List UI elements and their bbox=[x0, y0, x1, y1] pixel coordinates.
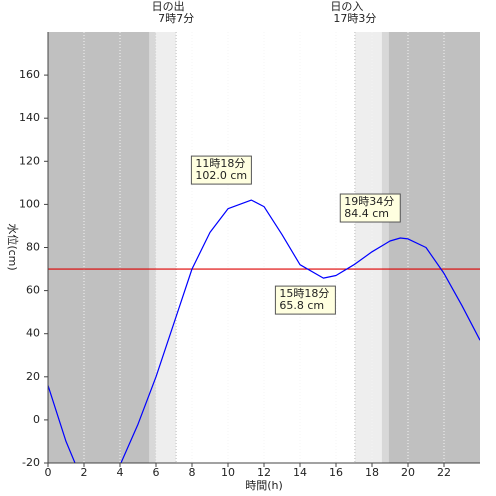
callout-time: 19時34分 bbox=[344, 195, 394, 208]
x-tick-label: 18 bbox=[365, 466, 379, 479]
y-tick-label: 60 bbox=[26, 284, 40, 297]
y-axis-label: 水位(cm) bbox=[6, 223, 20, 270]
tide-line bbox=[48, 199, 480, 463]
x-tick-label: 6 bbox=[153, 466, 160, 479]
x-axis-label: 時間(h) bbox=[245, 479, 283, 492]
x-tick-label: 12 bbox=[257, 466, 271, 479]
y-tick-label: -20 bbox=[22, 456, 40, 469]
x-tick-label: 20 bbox=[401, 466, 415, 479]
y-tick-label: 40 bbox=[26, 327, 40, 340]
callout-box bbox=[190, 155, 252, 185]
sun-event-time: 17時3分 bbox=[333, 12, 376, 25]
callout-box bbox=[274, 285, 336, 315]
sun-event-name: 日の出 bbox=[152, 0, 185, 13]
y-tick-label: 140 bbox=[19, 111, 40, 124]
x-tick-label: 2 bbox=[81, 466, 88, 479]
callout-time: 15時18分 bbox=[279, 287, 329, 300]
plot-area bbox=[48, 199, 480, 463]
callout-box bbox=[339, 193, 401, 223]
callout-level: 84.4 cm bbox=[344, 207, 389, 220]
day bbox=[176, 32, 355, 463]
x-tick-label: 22 bbox=[437, 466, 451, 479]
callout-time: 11時18分 bbox=[195, 157, 245, 170]
callout-level: 65.8 cm bbox=[279, 299, 324, 312]
callout-level: 102.0 cm bbox=[195, 169, 247, 182]
x-tick-label: 14 bbox=[293, 466, 307, 479]
sun-event-time: 7時7分 bbox=[158, 12, 194, 25]
x-tick-label: 10 bbox=[221, 466, 235, 479]
y-tick-label: 20 bbox=[26, 370, 40, 383]
x-tick-label: 8 bbox=[189, 466, 196, 479]
y-tick-label: 100 bbox=[19, 197, 40, 210]
y-tick-label: 160 bbox=[19, 68, 40, 81]
y-tick-label: 0 bbox=[33, 413, 40, 426]
sun-event-name: 日の入 bbox=[330, 0, 363, 13]
x-tick-label: 4 bbox=[117, 466, 124, 479]
plot-background bbox=[47, 32, 480, 463]
x-tick-label: 0 bbox=[45, 466, 52, 479]
x-tick-label: 16 bbox=[329, 466, 343, 479]
y-tick-label: 120 bbox=[19, 154, 40, 167]
y-tick-label: 80 bbox=[26, 241, 40, 254]
